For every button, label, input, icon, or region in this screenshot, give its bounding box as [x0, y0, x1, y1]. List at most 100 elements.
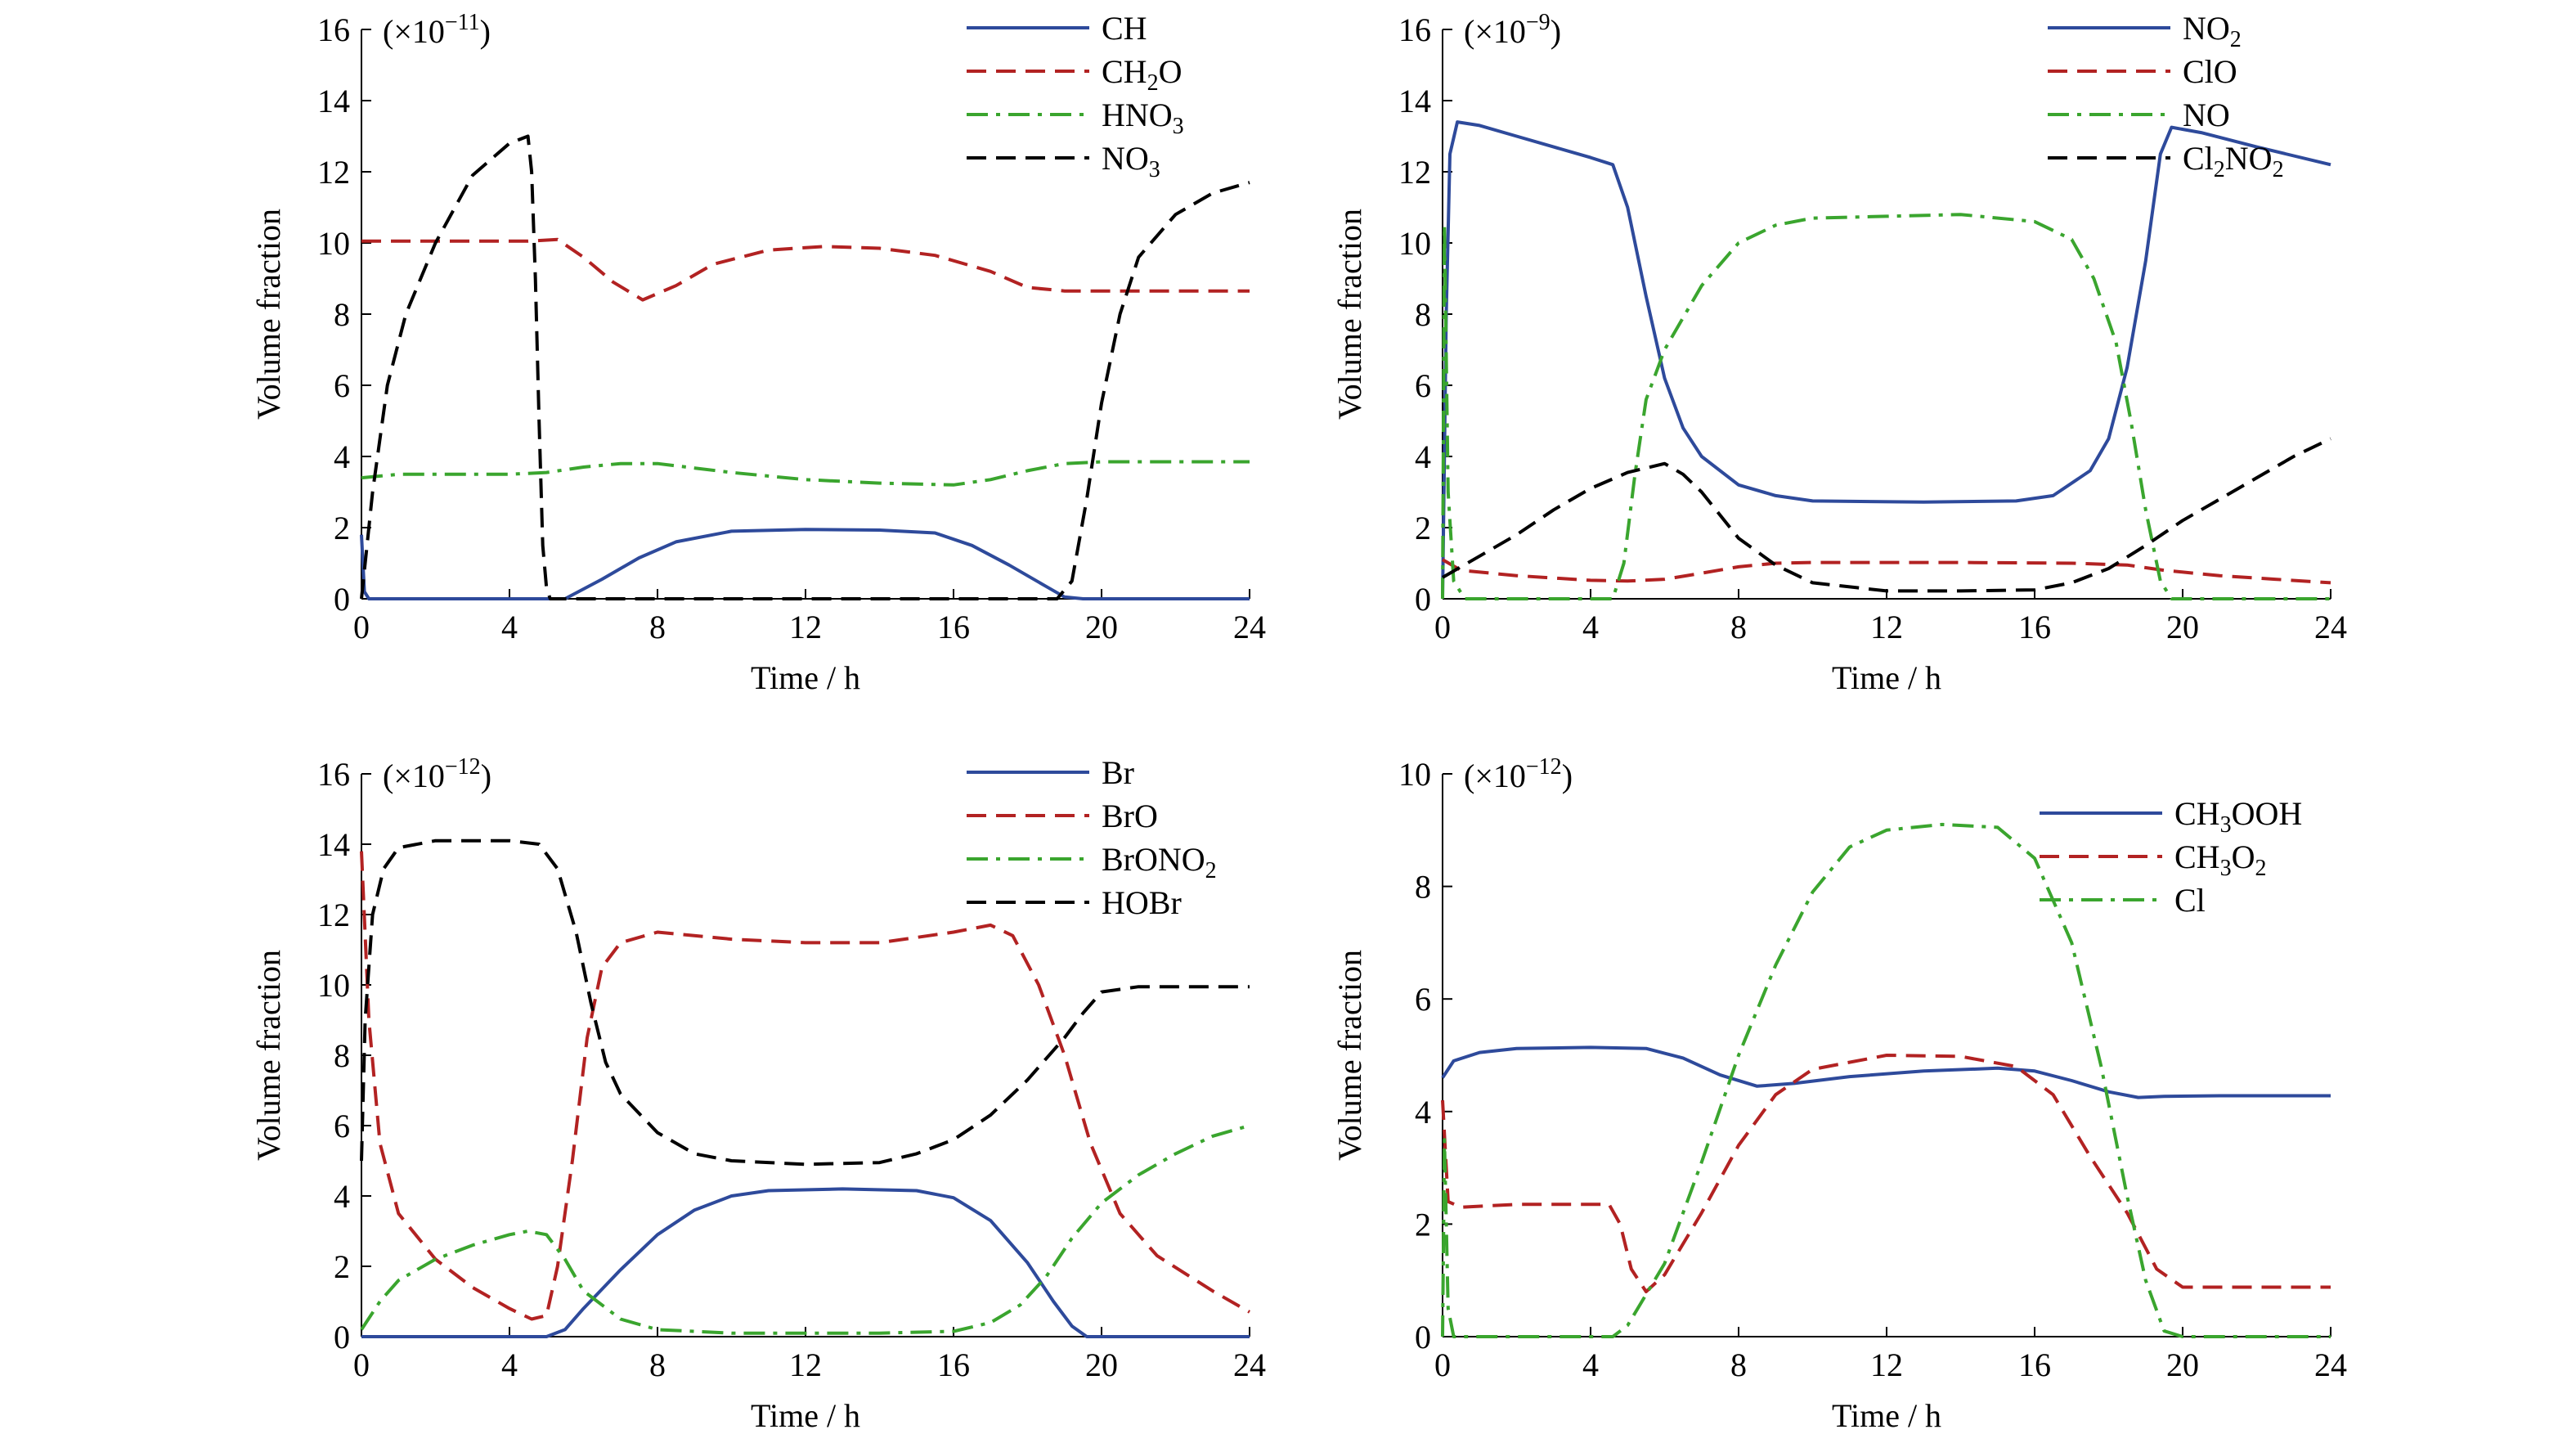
y-tick-label: 12	[1398, 154, 1431, 191]
legend-label: CH3OOH	[2174, 795, 2302, 838]
y-tick-label: 0	[1415, 581, 1431, 618]
x-tick-label: 16	[937, 1346, 970, 1383]
x-tick-label: 4	[1582, 1346, 1599, 1383]
series-line-ch	[360, 528, 1250, 600]
legend-label: NO	[2183, 97, 2230, 133]
legend-label: Cl	[2174, 882, 2206, 919]
x-tick-label: 12	[789, 609, 822, 645]
y-axis-label: Volume fraction	[250, 950, 287, 1161]
legend-label: CH	[1102, 10, 1147, 47]
legend-label: BrONO2	[1102, 841, 1217, 883]
x-tick-label: 24	[1233, 609, 1266, 645]
y-tick-label: 0	[1415, 1319, 1431, 1355]
y-tick-label: 4	[1415, 438, 1431, 475]
legend-label: NO3	[1102, 140, 1160, 182]
x-tick-label: 0	[353, 1346, 370, 1383]
x-tick-label: 24	[2314, 609, 2347, 645]
x-axis-label: Time / h	[1832, 659, 1941, 696]
y-tick-label: 0	[334, 581, 350, 618]
y-tick-label: 16	[317, 11, 350, 48]
y-tick-label: 8	[334, 1037, 350, 1074]
x-tick-label: 8	[649, 1346, 666, 1383]
legend-label: HOBr	[1102, 884, 1182, 921]
y-tick-label: 12	[317, 897, 350, 933]
y-tick-label: 16	[1398, 11, 1431, 48]
y-tick-label: 8	[1415, 869, 1431, 906]
legend-label: Br	[1102, 754, 1134, 791]
legend-label: CH2O	[1102, 53, 1182, 96]
y-tick-label: 2	[334, 510, 350, 546]
x-tick-label: 20	[2166, 609, 2199, 645]
x-tick-label: 4	[1582, 609, 1599, 645]
x-tick-label: 20	[1085, 1346, 1118, 1383]
y-tick-label: 4	[334, 438, 350, 475]
y-tick-label: 6	[334, 1108, 350, 1144]
y-tick-label: 10	[1398, 756, 1431, 793]
x-tick-label: 16	[2018, 609, 2051, 645]
x-axis-label: Time / h	[751, 659, 860, 696]
x-tick-label: 12	[1870, 1346, 1903, 1383]
series-line-bro	[360, 851, 1250, 1321]
series-line-cl	[1441, 822, 2331, 1338]
legend-label: BrO	[1102, 798, 1158, 834]
y-tick-label: 8	[1415, 296, 1431, 333]
legend-label: Cl2NO2	[2183, 140, 2284, 182]
x-tick-label: 0	[1434, 609, 1451, 645]
legend-label: NO2	[2183, 10, 2242, 52]
y-tick-label: 10	[1398, 225, 1431, 262]
x-tick-label: 16	[2018, 1346, 2051, 1383]
scale-exponent-label: (×10−9)	[1464, 10, 1561, 50]
x-axis-label: Time / h	[1832, 1397, 1941, 1434]
series-line-no2	[1441, 120, 2331, 600]
legend-label: ClO	[2183, 53, 2237, 90]
scale-exponent-label: (×10−12)	[383, 754, 491, 794]
x-tick-label: 0	[1434, 1346, 1451, 1383]
y-tick-label: 8	[334, 296, 350, 333]
x-tick-label: 20	[1085, 609, 1118, 645]
series-line-cl2no2	[1442, 437, 2331, 593]
y-tick-label: 14	[317, 83, 350, 119]
legend-label: HNO3	[1102, 97, 1184, 139]
series-line-clo	[1441, 558, 2331, 585]
x-tick-label: 24	[2314, 1346, 2347, 1383]
series-line-no3	[360, 134, 1250, 600]
legend-label: CH3O2	[2174, 838, 2266, 881]
y-tick-label: 6	[1415, 981, 1431, 1018]
y-tick-label: 4	[334, 1178, 350, 1215]
series-line-ch2o	[361, 237, 1250, 302]
x-tick-label: 16	[937, 609, 970, 645]
series-line-brono2	[360, 1124, 1250, 1335]
x-tick-label: 20	[2166, 1346, 2199, 1383]
x-tick-label: 8	[1730, 609, 1747, 645]
x-tick-label: 12	[789, 1346, 822, 1383]
x-tick-label: 8	[649, 609, 666, 645]
y-tick-label: 14	[1398, 83, 1431, 119]
y-tick-label: 2	[1415, 510, 1431, 546]
series-line-hno3	[361, 460, 1250, 487]
x-axis-label: Time / h	[751, 1397, 860, 1434]
series-line-no	[1441, 213, 2331, 600]
x-tick-label: 4	[501, 609, 518, 645]
y-tick-label: 2	[334, 1248, 350, 1285]
y-tick-label: 6	[1415, 367, 1431, 404]
y-tick-label: 0	[334, 1319, 350, 1355]
series-line-hobr	[360, 838, 1250, 1167]
y-tick-label: 14	[317, 826, 350, 863]
scale-exponent-label: (×10−11)	[383, 10, 491, 50]
y-axis-label: Volume fraction	[1331, 209, 1368, 420]
y-axis-label: Volume fraction	[250, 209, 287, 420]
scale-exponent-label: (×10−12)	[1464, 754, 1573, 794]
y-tick-label: 10	[317, 225, 350, 262]
y-tick-label: 4	[1415, 1094, 1431, 1131]
y-tick-label: 2	[1415, 1206, 1431, 1243]
y-axis-label: Volume fraction	[1331, 950, 1368, 1161]
x-tick-label: 0	[353, 609, 370, 645]
x-tick-label: 24	[1233, 1346, 1266, 1383]
y-tick-label: 6	[334, 367, 350, 404]
y-tick-label: 10	[317, 967, 350, 1004]
